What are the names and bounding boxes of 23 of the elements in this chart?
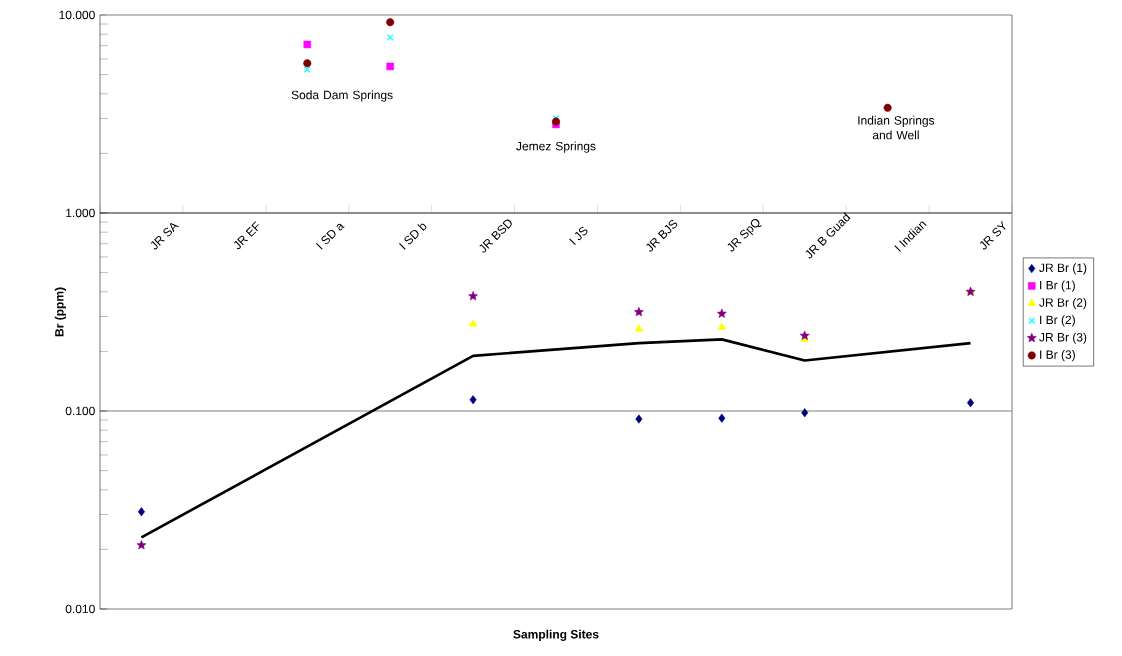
- y-axis-title: Br (ppm): [54, 287, 66, 337]
- legend-label: I Br (1): [1040, 280, 1075, 292]
- y-tick-label: 0.100: [65, 406, 95, 416]
- y-tick-label: 0.010: [65, 604, 95, 614]
- x-tick-label: JR EF: [233, 221, 259, 250]
- x-tick-label: JR SA: [150, 223, 180, 250]
- y-tick-label: 1.000: [66, 208, 95, 218]
- annotation: Indian Springs and Well: [858, 115, 935, 140]
- annotation: Jemez Springs: [516, 141, 596, 153]
- x-tick-label: I SD a: [315, 223, 345, 250]
- legend-label: JR Br (2): [1039, 297, 1087, 310]
- x-tick-label: JR SpQ: [727, 218, 762, 252]
- legend-label: JR Br (3): [1039, 332, 1087, 344]
- x-axis-title: Sampling Sites: [513, 629, 599, 641]
- x-tick-label: JR BJS: [646, 219, 678, 252]
- y-tick-label: 10.000: [59, 10, 95, 20]
- legend-label: JR Br (1): [1039, 263, 1087, 275]
- annotation: Soda Dam Springs: [291, 90, 393, 102]
- x-tick-label: I SD b: [399, 223, 427, 250]
- x-tick-label: JR SY: [979, 220, 1006, 250]
- legend-label: I Br (2): [1040, 315, 1075, 327]
- legend-label: I Br (3): [1040, 350, 1075, 362]
- x-tick-label: I JS: [569, 226, 588, 246]
